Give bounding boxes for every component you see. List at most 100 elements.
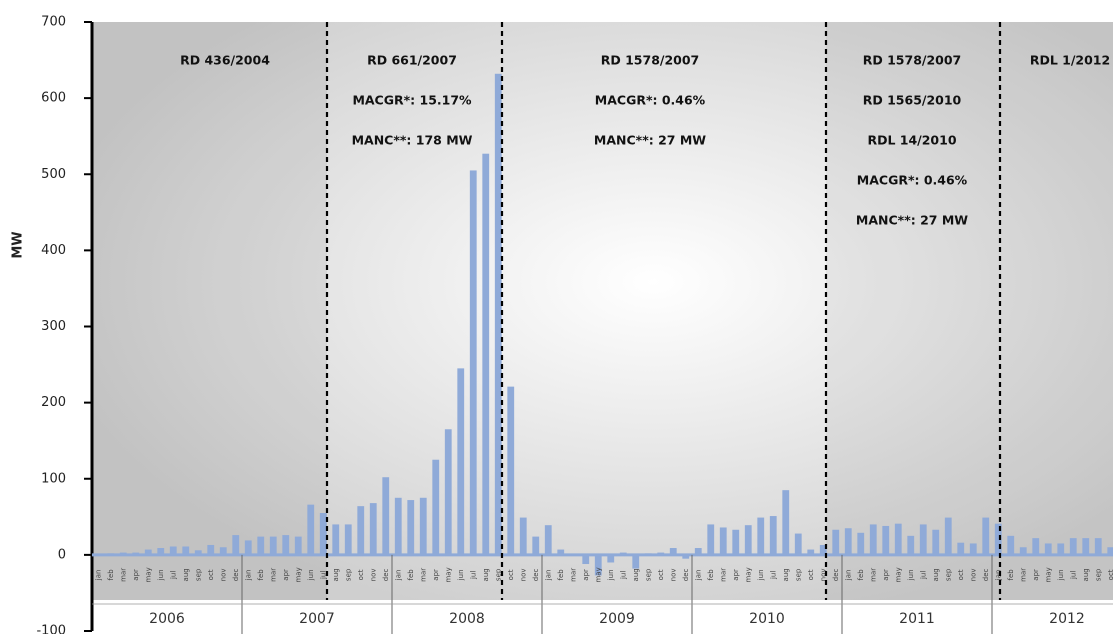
bar [832,529,840,555]
x-tick-label: may [294,567,302,582]
bar [732,529,740,555]
bar [344,524,352,555]
x-tick-label: aug [932,568,940,581]
annotation: RD 1565/2010 [863,93,962,108]
plot-background [92,22,1113,600]
x-tick-label: jun [907,569,915,581]
bar [257,536,265,555]
bar [632,554,640,569]
annotation: RD 661/2007 [367,53,457,68]
x-tick-label: feb [557,569,565,581]
x-tick-label: jul [619,571,627,580]
x-tick-label: feb [857,569,865,581]
bar [307,504,315,555]
x-tick-label: jul [1069,571,1077,580]
x-tick-label: jun [157,569,165,581]
annotation: MANC**: 178 MW [352,133,473,148]
x-tick-label: jul [469,571,477,580]
x-tick-label: may [594,567,602,582]
bar [544,525,552,555]
x-tick-label: dec [232,568,240,581]
bar [894,523,902,555]
x-tick-label: aug [182,568,190,581]
x-tick-label: feb [257,569,265,581]
x-tick-label: jul [169,571,177,580]
x-tick-label: mar [419,568,427,582]
x-tick-label: jun [607,569,615,581]
x-tick-label: apr [282,569,290,581]
x-tick-label: may [894,567,902,582]
y-tick-label: 200 [41,395,66,410]
bar [594,554,602,576]
x-tick-label: jan [694,570,702,582]
x-tick-label: aug [482,568,490,581]
bar [144,549,152,555]
y-tick-label: 600 [41,91,66,106]
bar [694,548,702,555]
bar [707,524,715,555]
bar [994,523,1002,555]
annotation: RDL 14/2010 [867,133,956,148]
y-tick-label: 700 [41,15,66,30]
x-tick-label: apr [732,569,740,581]
bar [419,497,427,555]
bar [857,532,865,555]
bar [682,554,690,559]
x-tick-label: aug [332,568,340,581]
bar [269,536,277,555]
bar [469,170,477,555]
bar [969,543,977,555]
bar [1107,547,1113,555]
bar [1069,538,1077,555]
x-tick-label: oct [507,569,515,580]
x-tick-label: jan [994,570,1002,582]
x-tick-label: nov [219,568,227,581]
bar [282,535,290,555]
x-tick-label: nov [369,568,377,581]
x-tick-label: apr [582,569,590,581]
x-tick-label: jan [544,570,552,582]
bar [982,517,990,555]
x-tick-label: oct [657,569,665,580]
bar [319,513,327,555]
bar [844,528,852,555]
bar [957,542,965,555]
x-tick-label: feb [407,569,415,581]
bar [607,554,615,563]
x-tick-label: mar [269,568,277,582]
bar [744,525,752,555]
y-tick-label: 0 [58,547,66,562]
y-tick-label: 400 [41,243,66,258]
year-label: 2010 [749,611,785,627]
year-label: 2008 [449,611,485,627]
bar [219,547,227,555]
y-tick-label: 500 [41,167,66,182]
x-tick-label: jul [769,571,777,580]
bar [494,73,502,555]
bar [782,490,790,555]
x-tick-label: apr [432,569,440,581]
bar [407,500,415,555]
bar [519,517,527,555]
bar [1032,538,1040,555]
x-tick-label: jul [919,571,927,580]
year-label: 2012 [1049,611,1085,627]
x-tick-label: nov [669,568,677,581]
x-tick-label: oct [957,569,965,580]
x-tick-label: sep [194,568,202,581]
annotation: MACGR*: 0.46% [857,173,968,188]
annotation: RDL 1/2012 [1030,53,1110,68]
annotation: RD 1578/2007 [601,53,700,68]
x-tick-label: dec [682,568,690,581]
bar [357,506,365,555]
bar [157,548,165,555]
x-tick-label: sep [794,568,802,581]
x-tick-label: dec [982,568,990,581]
bar [869,524,877,555]
bar [382,477,390,555]
x-tick-label: dec [832,568,840,581]
bar [194,550,202,555]
x-tick-label: oct [807,569,815,580]
x-tick-label: jan [844,570,852,582]
bar [557,549,565,555]
